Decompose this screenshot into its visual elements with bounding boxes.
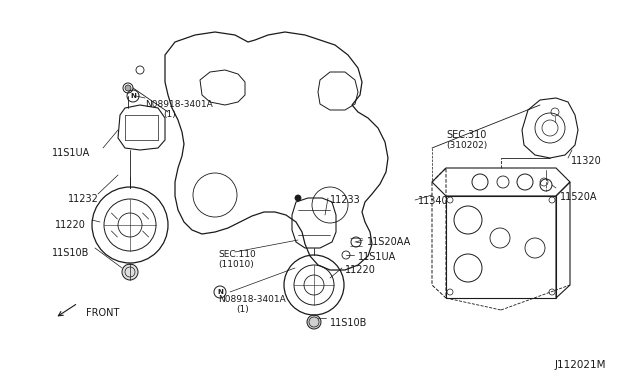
Text: SEC.310: SEC.310 — [446, 130, 486, 140]
Text: 11232: 11232 — [68, 194, 99, 204]
Text: N08918-3401A: N08918-3401A — [218, 295, 285, 304]
Text: 11S10B: 11S10B — [52, 248, 90, 258]
Text: (1): (1) — [163, 110, 176, 119]
Text: 11S1UA: 11S1UA — [52, 148, 90, 158]
Circle shape — [295, 195, 301, 201]
Circle shape — [125, 85, 131, 91]
Text: 11220: 11220 — [345, 265, 376, 275]
Text: (1): (1) — [236, 305, 249, 314]
Text: (310202): (310202) — [446, 141, 487, 150]
Text: FRONT: FRONT — [86, 308, 120, 318]
Text: 11340: 11340 — [418, 196, 449, 206]
Text: 11S1UA: 11S1UA — [358, 252, 396, 262]
Circle shape — [122, 264, 138, 280]
Text: 11220: 11220 — [55, 220, 86, 230]
Text: 11S20AA: 11S20AA — [367, 237, 412, 247]
Text: 11S10B: 11S10B — [330, 318, 367, 328]
Text: (11010): (11010) — [218, 260, 253, 269]
Text: 11233: 11233 — [330, 195, 361, 205]
Text: N: N — [130, 93, 136, 99]
Text: J112021M: J112021M — [555, 360, 607, 370]
Circle shape — [307, 315, 321, 329]
Text: N: N — [217, 289, 223, 295]
Text: 11320: 11320 — [571, 156, 602, 166]
Text: 11520A: 11520A — [560, 192, 598, 202]
Text: SEC.110: SEC.110 — [218, 250, 256, 259]
Text: N08918-3401A: N08918-3401A — [145, 100, 212, 109]
